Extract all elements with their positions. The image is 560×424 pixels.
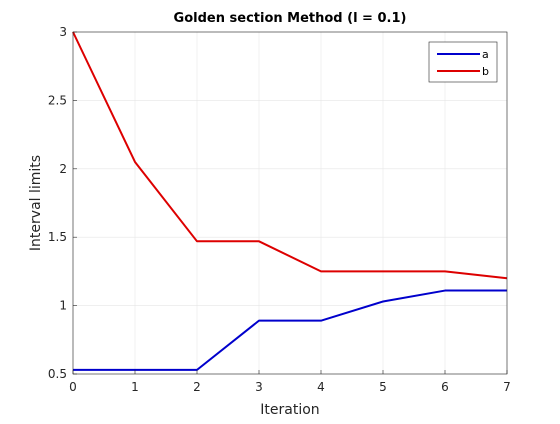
x-tick-label: 4 xyxy=(317,380,325,394)
y-tick-label: 1.5 xyxy=(48,230,67,244)
plot-background xyxy=(73,32,507,374)
legend-label-a: a xyxy=(482,48,489,61)
y-tick-label: 2 xyxy=(59,162,67,176)
x-axis-label: Iteration xyxy=(260,402,319,418)
plot-frame xyxy=(72,31,508,375)
legend-label-b: b xyxy=(482,65,489,78)
legend: a b xyxy=(428,41,498,83)
x-tick-label: 5 xyxy=(379,380,387,394)
y-axis-label: Interval limits xyxy=(28,155,44,251)
x-tick-label: 1 xyxy=(131,380,139,394)
chart-title: Golden section Method (l = 0.1) xyxy=(174,11,407,26)
series-line-b xyxy=(72,31,508,280)
y-tick-label: 2.5 xyxy=(48,93,67,107)
y-tick-label: 0.5 xyxy=(48,367,67,381)
y-tick-label: 1 xyxy=(59,299,67,313)
series-lines xyxy=(72,31,508,371)
x-ticks: 0 1 2 3 4 5 6 7 xyxy=(69,370,511,394)
x-tick-label: 2 xyxy=(193,380,201,394)
legend-box xyxy=(428,41,498,83)
x-tick-label: 6 xyxy=(441,380,449,394)
y-tick-label: 3 xyxy=(59,25,67,39)
x-tick-label: 3 xyxy=(255,380,263,394)
series-line-a xyxy=(73,289,507,371)
x-tick-label: 7 xyxy=(503,380,511,394)
y-ticks: 0.5 1 1.5 2 2.5 3 xyxy=(48,25,77,381)
x-tick-label: 0 xyxy=(69,380,77,394)
